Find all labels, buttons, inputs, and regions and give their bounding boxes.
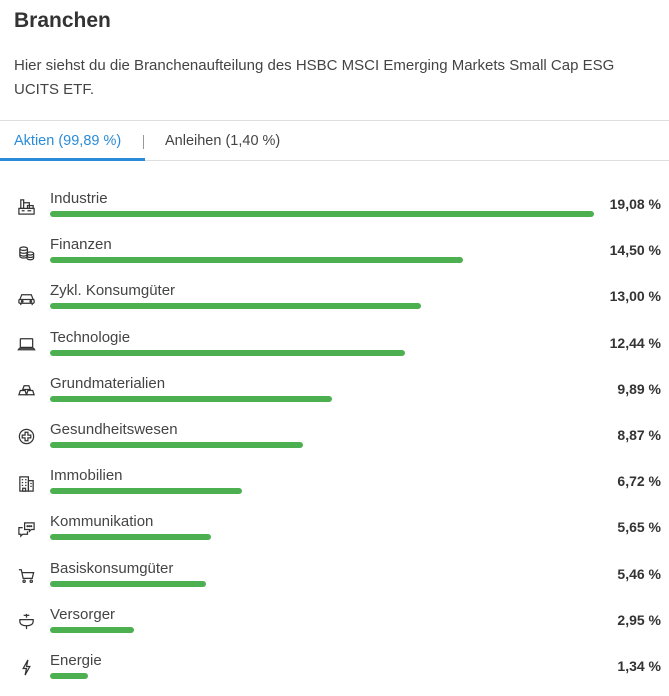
sector-label: Immobilien [50,467,123,485]
gold-bars-icon [16,381,36,401]
sector-bar [50,626,135,633]
sector-bar-track [50,672,594,679]
section-description: Hier siehst du die Branchenaufteilung de… [14,57,615,98]
sector-label: Industrie [50,190,108,207]
lightning-icon [16,658,36,678]
sector-bar-track [50,257,594,264]
sector-row: Technologie 12,44 % [0,327,669,373]
sector-list: Industrie 19,08 % Finanzen 14,50 % Zykl. Kon… [0,188,669,696]
sector-row: Finanzen 14,50 % [0,234,669,280]
sector-row: Immobilien 6,72 % [0,465,669,511]
sector-label: Basiskonsumgüter [50,559,174,577]
tabs-bottom-divider [0,160,669,161]
sector-value: 9,89 % [617,380,661,397]
sector-row: Gesundheitswesen 8,87 % [0,419,669,465]
sector-bar-track [50,580,594,587]
sector-value: 13,00 % [609,288,661,305]
sector-value: 19,08 % [609,196,661,212]
sector-label: Gesundheitswesen [50,420,178,438]
tab-aktien[interactable]: Aktien (99,89 %) [14,133,122,149]
sector-value: 5,65 % [617,519,661,536]
medical-cross-icon [16,427,36,447]
sector-label: Zykl. Konsumgüter [50,282,176,300]
sector-bar [50,257,464,264]
car-icon [16,288,36,308]
laptop-icon [16,335,36,355]
sector-bar [50,672,89,679]
sector-bar [50,303,421,310]
sector-bar [50,488,242,495]
sector-bar-track [50,211,594,217]
sector-bar [50,534,212,541]
sector-row: Kommunikation 5,65 % [0,511,669,557]
chat-icon [16,519,36,539]
sector-bar [50,395,332,402]
sector-bar [50,349,405,356]
section-title: Branchen [14,9,111,32]
sector-row: Versorger 2,95 % [0,604,669,650]
sector-label: Finanzen [50,236,112,254]
sector-value: 6,72 % [617,473,661,490]
sector-bar-track [50,395,594,402]
sector-value: 5,46 % [617,565,661,582]
sector-label: Versorger [50,605,116,623]
sector-value: 8,87 % [617,426,661,443]
sector-bar [50,441,303,448]
sector-bar-track [50,349,594,356]
active-tab-indicator [0,158,145,161]
tab-separator [143,135,144,149]
sector-label: Grundmaterialien [50,374,166,392]
sector-bar [50,580,206,587]
sector-value: 1,34 % [617,657,661,674]
sector-bar-track [50,488,594,495]
coins-icon [16,242,36,262]
sector-label: Kommunikation [50,513,154,531]
sector-value: 12,44 % [609,334,661,351]
sector-bar-track [50,303,594,310]
tab-anleihen[interactable]: Anleihen (1,40 %) [165,133,281,149]
sector-row: Industrie 19,08 % [0,188,669,234]
building-icon [16,473,36,493]
sector-label: Energie [50,651,102,669]
sector-bar-track [50,534,594,541]
sector-value: 14,50 % [609,242,661,259]
faucet-icon [16,612,36,632]
cart-icon [16,566,36,586]
factory-icon [16,196,36,216]
tabs-top-divider [0,120,669,121]
sector-label: Technologie [50,328,131,346]
sector-bar-track [50,626,594,633]
sector-bar [50,211,594,217]
sector-row: Grundmaterialien 9,89 % [0,373,669,419]
sector-row: Energie 1,34 % [0,650,669,696]
sector-row: Basiskonsumgüter 5,46 % [0,558,669,604]
sector-bar-track [50,441,594,448]
sector-value: 2,95 % [617,611,661,628]
sector-row: Zykl. Konsumgüter 13,00 % [0,280,669,326]
